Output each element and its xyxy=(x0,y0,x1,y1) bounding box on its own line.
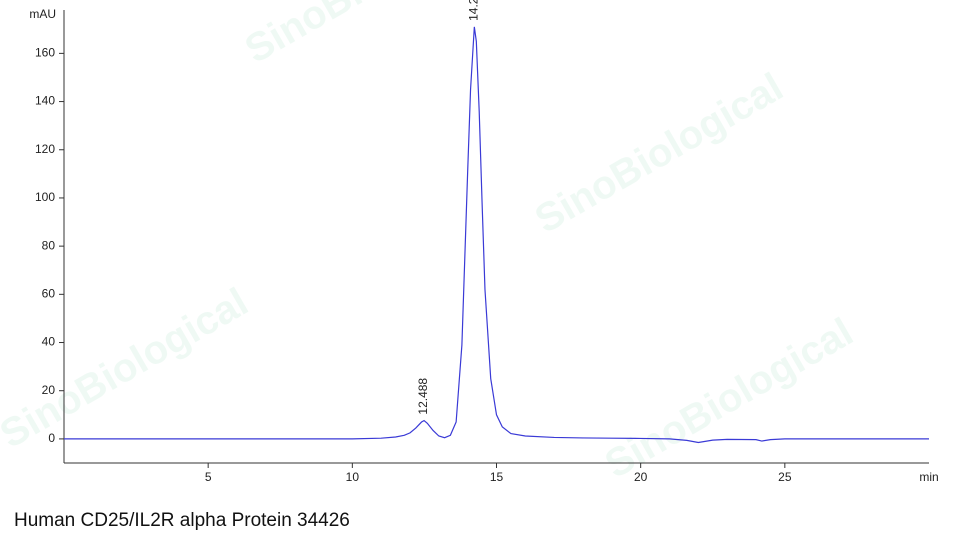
y-tick-label: 120 xyxy=(35,142,55,156)
chart-title: Human CD25/IL2R alpha Protein 34426 xyxy=(14,510,350,531)
watermark: SinoBiological xyxy=(528,65,791,242)
y-tick-label: 80 xyxy=(42,238,56,252)
peak-label: 12.488 xyxy=(416,378,430,415)
x-tick-label: 15 xyxy=(490,470,504,484)
y-tick-label: 60 xyxy=(42,287,56,301)
y-tick-label: 40 xyxy=(42,335,56,349)
watermark: SinoBiological xyxy=(0,280,255,457)
y-tick-label: 0 xyxy=(48,431,55,445)
x-tick-label: 25 xyxy=(778,470,792,484)
y-tick-label: 100 xyxy=(35,190,55,204)
x-tick-label: 20 xyxy=(634,470,648,484)
y-axis-label: mAU xyxy=(29,7,56,21)
peak-label: 14.231 xyxy=(466,0,480,21)
y-tick-label: 160 xyxy=(35,46,55,60)
x-tick-label: 10 xyxy=(346,470,360,484)
x-tick-label: 5 xyxy=(205,470,212,484)
watermark: SinoBiological xyxy=(238,0,501,72)
line-series xyxy=(64,26,929,444)
y-tick-label: 140 xyxy=(35,94,55,108)
y-tick-label: 20 xyxy=(42,383,56,397)
watermark: SinoBiological xyxy=(598,310,861,487)
x-axis-label: min xyxy=(919,470,938,484)
